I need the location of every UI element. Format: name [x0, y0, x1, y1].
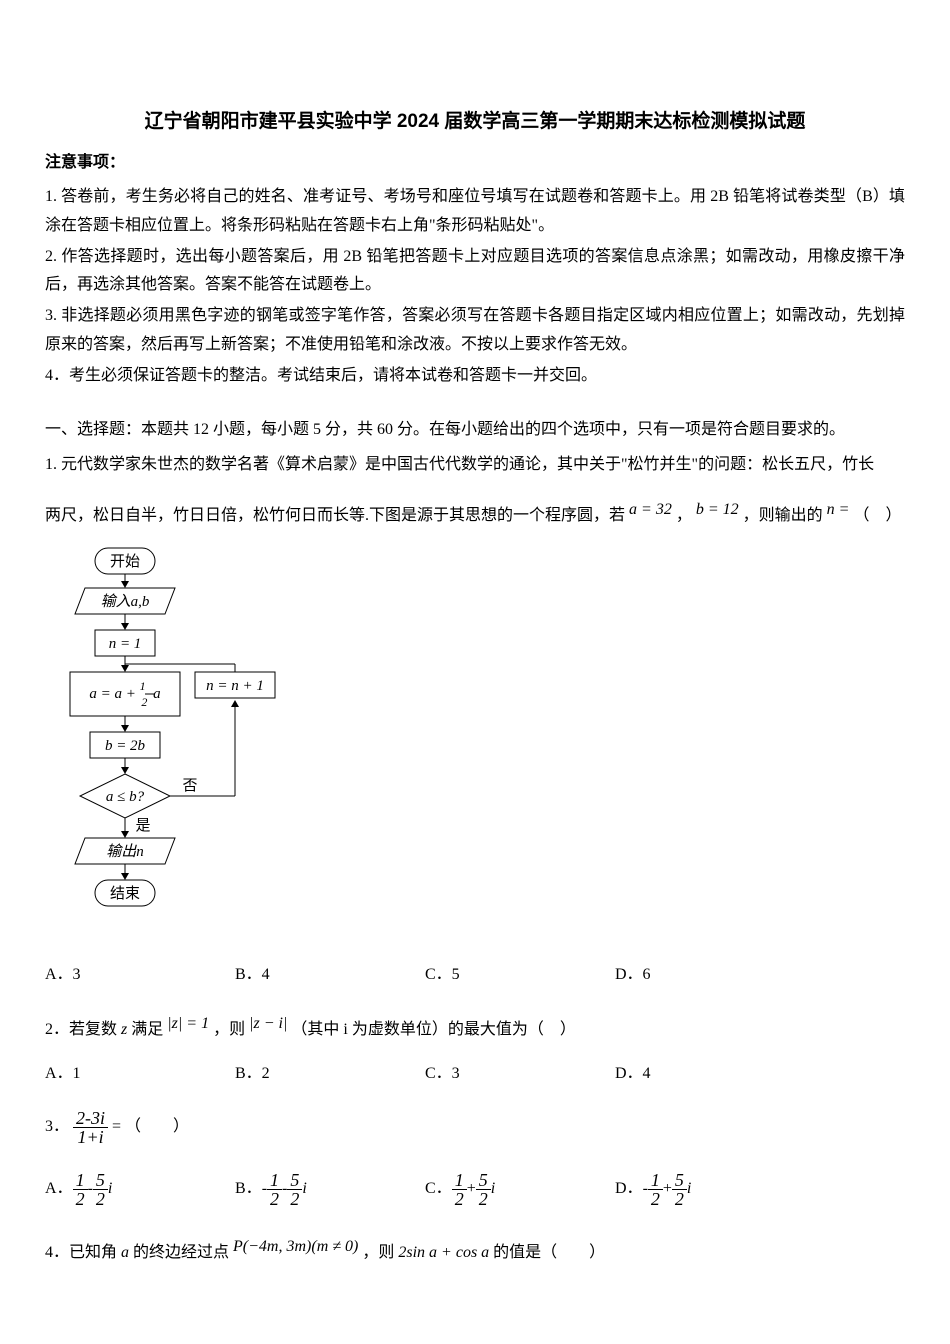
q3b-im-num: 5	[287, 1171, 302, 1190]
q3b-re-den: 2	[267, 1190, 282, 1208]
question-1-line2: 两尺，松日自半，竹日日倍，松竹何日而长等.下图是源于其思想的一个程序圆，若 a …	[45, 496, 905, 531]
fc-no: 否	[182, 778, 197, 794]
q3-opt-a: A．12-52i	[45, 1171, 235, 1208]
q2-opt-d: D．4	[615, 1060, 805, 1089]
q3a-im-num: 5	[93, 1171, 108, 1190]
q3-eq: = （ ）	[112, 1118, 189, 1135]
q1-text-post: ，则输出的	[743, 507, 823, 524]
q1-n-expr: n =	[827, 501, 850, 518]
q3d-imsign: +	[663, 1180, 672, 1197]
fc-input: 输入a,b	[101, 593, 150, 610]
q3-label: 3．	[45, 1118, 69, 1135]
q3b-label: B．	[235, 1180, 262, 1197]
q3b-re-num: 1	[267, 1171, 282, 1190]
q3a-re-num: 1	[73, 1171, 88, 1190]
q1-options: A．3 B．4 C．5 D．6	[45, 961, 905, 990]
q2-post: （其中 i 为虚数单位）的最大值为（ ）	[291, 1021, 575, 1038]
q4-post: 的值是（ ）	[493, 1244, 605, 1261]
q3c-im-num: 5	[476, 1171, 491, 1190]
notice-header: 注意事项：	[45, 149, 905, 178]
q1-opt-c: C．5	[425, 961, 615, 990]
q3d-re-den: 2	[648, 1190, 663, 1208]
q3-opt-b: B．-12-52i	[235, 1171, 425, 1208]
q3a-label: A．	[45, 1180, 73, 1197]
question-2: 2．若复数 z 满足 |z| = 1 ，则 |z − i| （其中 i 为虚数单…	[45, 1010, 905, 1045]
q2-opt-c: C．3	[425, 1060, 615, 1089]
section-header: 一、选择题：本题共 12 小题，每小题 5 分，共 60 分。在每小题给出的四个…	[45, 416, 905, 445]
q1-opt-a: A．3	[45, 961, 235, 990]
q3a-im-den: 2	[93, 1190, 108, 1208]
question-4: 4．已知角 a 的终边经过点 P(−4m, 3m)(m ≠ 0) ，则 2sin…	[45, 1233, 905, 1268]
notice-item: 1. 答卷前，考生务必将自己的姓名、准考证号、考场号和座位号填写在试题卷和答题卡…	[45, 183, 905, 241]
question-3: 3． 2-3i 1+i = （ ）	[45, 1109, 905, 1146]
q1-opt-d: D．6	[615, 961, 805, 990]
q3c-re-den: 2	[452, 1190, 467, 1208]
q4-mid1: 的终边经过点	[133, 1244, 229, 1261]
exam-title: 辽宁省朝阳市建平县实验中学 2024 届数学高三第一学期期末达标检测模拟试题	[45, 105, 905, 139]
q4-a: a	[121, 1244, 129, 1261]
q2-mid1: 满足	[131, 1021, 163, 1038]
fc-yes: 是	[135, 818, 150, 834]
q2-opt-b: B．2	[235, 1060, 425, 1089]
q3-opt-c: C．12+52i	[425, 1171, 615, 1208]
q3d-label: D．	[615, 1180, 643, 1197]
q3d-i: i	[687, 1180, 691, 1197]
notice-item: 3. 非选择题必须用黑色字迹的钢笔或签字笔作答，答案必须写在答题卡各题目指定区域…	[45, 302, 905, 360]
q2-expr: |z − i|	[249, 1015, 287, 1032]
q3-fraction: 2-3i 1+i	[73, 1109, 108, 1146]
q1-comma1: ，	[676, 507, 692, 524]
q3c-re-num: 1	[452, 1171, 467, 1190]
q2-opt-a: A．1	[45, 1060, 235, 1089]
q1-a-expr: a = 32	[629, 501, 672, 518]
q3-num: 2-3i	[73, 1109, 108, 1128]
fc-n1: n = 1	[109, 636, 142, 652]
fc-output: 输出n	[106, 843, 144, 860]
fc-b-upd: b = 2b	[105, 738, 146, 754]
q2-mid2: ，则	[213, 1021, 245, 1038]
q3c-im-den: 2	[476, 1190, 491, 1208]
fc-inc: n = n + 1	[206, 678, 264, 694]
q3d-re-num: 1	[648, 1171, 663, 1190]
q4-pre: 4．已知角	[45, 1244, 117, 1261]
q4-point: P(−4m, 3m)(m ≠ 0)	[233, 1238, 358, 1255]
q2-cond: |z| = 1	[167, 1015, 209, 1032]
q4-mid2: ，则	[362, 1244, 394, 1261]
q3-den: 1+i	[73, 1128, 108, 1146]
q3b-im-den: 2	[287, 1190, 302, 1208]
flowchart-svg: 开始 输入a,b n = 1 a = a + 1 2 a	[65, 546, 295, 946]
q1-paren: （ ）	[853, 507, 901, 524]
q3-opt-d: D．-12+52i	[615, 1171, 805, 1208]
notice-item: 2. 作答选择题时，选出每小题答案后，用 2B 铅笔把答题卡上对应题目选项的答案…	[45, 243, 905, 301]
q1-text-pre: 两尺，松日自半，竹日日倍，松竹何日而长等.下图是源于其思想的一个程序圆，若	[45, 507, 625, 524]
q3c-i: i	[491, 1180, 495, 1197]
q3d-im-num: 5	[672, 1171, 687, 1190]
q3a-re-den: 2	[73, 1190, 88, 1208]
q2-options: A．1 B．2 C．3 D．4	[45, 1060, 905, 1089]
q3-options: A．12-52i B．-12-52i C．12+52i D．-12+52i	[45, 1171, 905, 1208]
q1-b-expr: b = 12	[696, 501, 739, 518]
fc-cond: a ≤ b?	[106, 789, 145, 805]
question-1-line1: 1. 元代数学家朱世杰的数学名著《算术启蒙》是中国古代代数学的通论，其中关于"松…	[45, 449, 905, 481]
flowchart: 开始 输入a,b n = 1 a = a + 1 2 a	[65, 546, 905, 946]
q3b-i: i	[302, 1180, 306, 1197]
q3a-i: i	[108, 1180, 112, 1197]
fc-end: 结束	[110, 885, 140, 902]
q3d-im-den: 2	[672, 1190, 687, 1208]
q3c-imsign: +	[467, 1180, 476, 1197]
notice-item: 4．考生必须保证答题卡的整洁。考试结束后，请将本试卷和答题卡一并交回。	[45, 362, 905, 391]
q2-pre: 2．若复数	[45, 1021, 117, 1038]
fc-start: 开始	[110, 553, 140, 570]
q2-z: z	[121, 1021, 127, 1038]
q1-opt-b: B．4	[235, 961, 425, 990]
q3c-label: C．	[425, 1180, 452, 1197]
q4-expr: 2sin a + cos a	[398, 1244, 489, 1261]
